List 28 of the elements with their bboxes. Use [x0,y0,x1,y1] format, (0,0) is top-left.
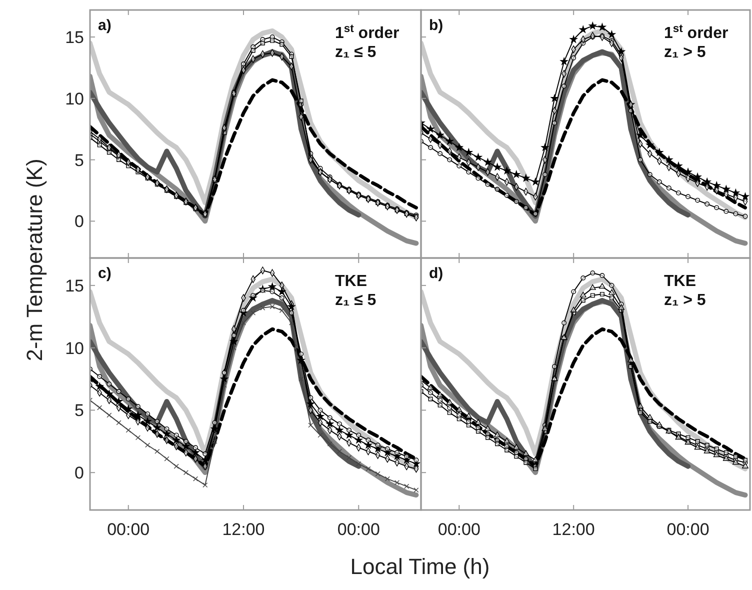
y-tick-label: 15 [65,276,84,296]
annotation: TKE [664,273,696,290]
annotation: TKE [335,273,368,290]
x-axis-title: Local Time (h) [350,554,490,579]
x-tick-label: 12:00 [222,520,265,539]
y-tick-label: 5 [74,401,84,420]
text: a) [98,17,112,34]
x-tick-label: 00:00 [337,520,380,539]
x-tick-label: 00:00 [107,520,150,539]
annotation: z₁ ≤ 5 [335,44,376,61]
y-tick-label: 10 [65,89,84,108]
annotation: z₁ ≤ 5 [335,292,376,309]
text: c) [98,265,112,282]
annotation: z₁ > 5 [664,292,706,309]
x-tick-label: 00:00 [666,520,710,539]
y-tick-label: 0 [74,464,84,483]
text: d) [429,265,444,282]
x-tick-label: 12:00 [552,520,595,539]
y-tick-label: 5 [74,150,84,170]
text: b) [429,17,444,34]
y-tick-label: 15 [65,28,84,48]
x-tick-label: 00:00 [438,520,480,539]
y-tick-label: 10 [65,338,84,358]
annotation: z₁ > 5 [664,44,706,61]
annotation: 1$^{st}$ order [335,23,400,42]
annotation: 1$^{st}$ order [664,23,728,42]
y-axis-title: 2-m Temperature (K) [22,158,47,362]
y-tick-label: 0 [74,212,84,232]
